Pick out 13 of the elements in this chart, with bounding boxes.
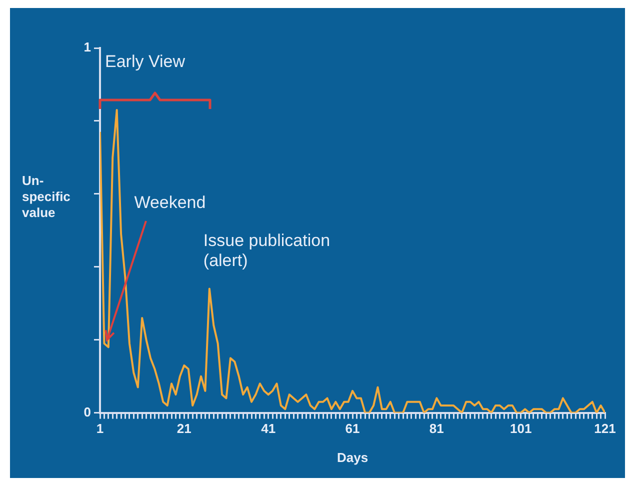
annotation: Early View [105, 52, 185, 72]
x-tick-label: 121 [594, 421, 616, 436]
x-axis-title: Days [336, 450, 368, 465]
x-tick-label: 81 [429, 421, 444, 436]
x-tick-label: 61 [345, 421, 360, 436]
annotation: Weekend [134, 193, 206, 214]
y-tick-label: 0 [84, 404, 91, 420]
x-tick-label: 21 [176, 421, 192, 436]
x-tick-label: 101 [510, 421, 532, 436]
x-tick-label: 41 [261, 421, 276, 436]
annotation: Issue publication (alert) [203, 230, 332, 271]
y-axis-title: Un-specific value [22, 173, 72, 221]
x-tick-label: 1 [96, 421, 104, 436]
